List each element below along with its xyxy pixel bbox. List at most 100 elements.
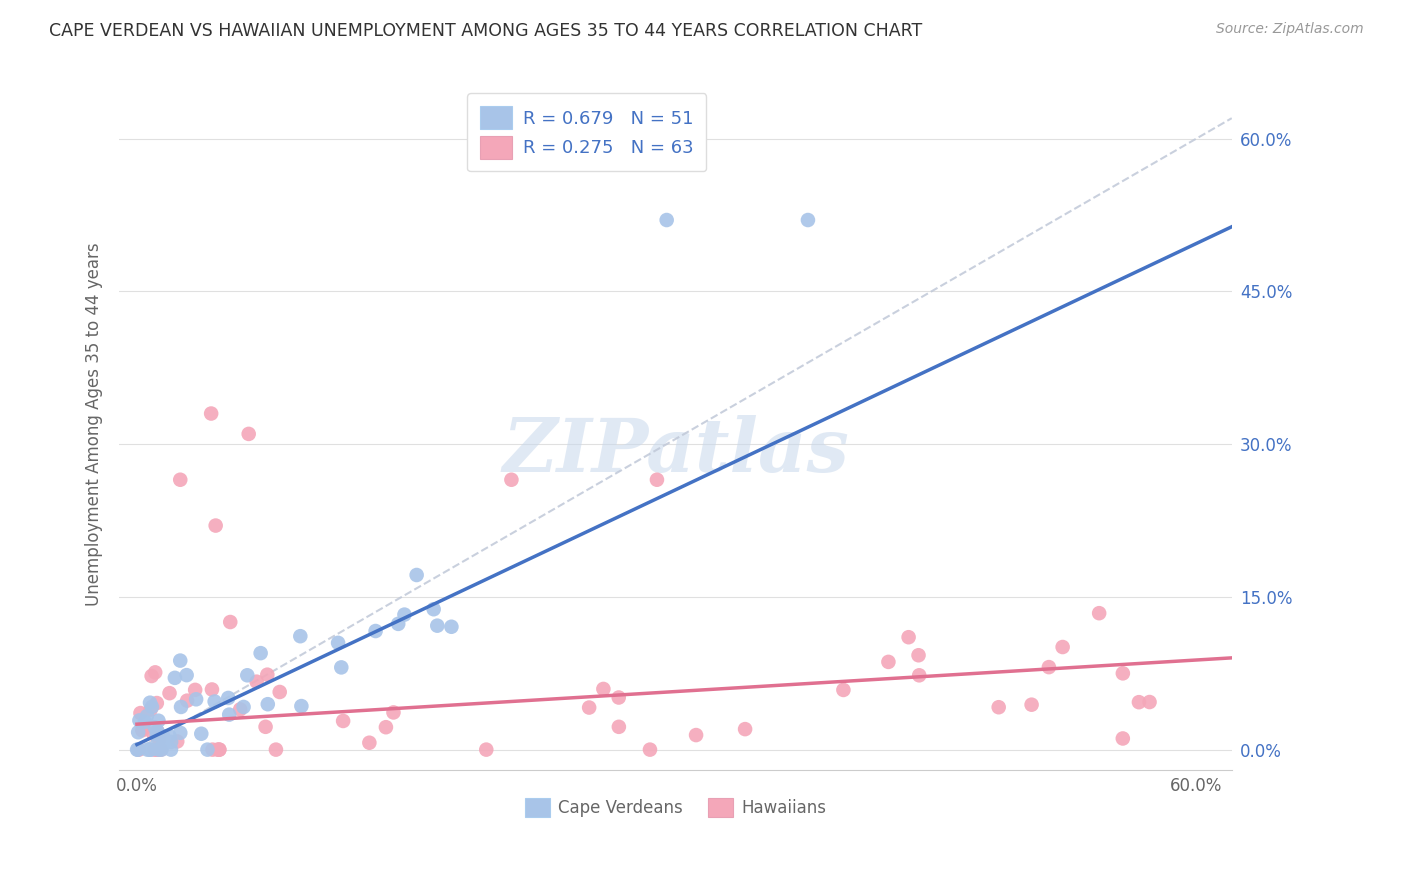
Point	[139, 742, 162, 756]
Point	[734, 722, 756, 736]
Point	[797, 213, 820, 227]
Point	[160, 742, 183, 756]
Point	[146, 724, 169, 739]
Point	[405, 568, 427, 582]
Point	[166, 734, 188, 748]
Point	[169, 654, 191, 668]
Point	[152, 729, 174, 743]
Point	[987, 700, 1010, 714]
Point	[382, 706, 405, 720]
Point	[246, 674, 269, 689]
Point	[148, 732, 170, 747]
Point	[394, 607, 416, 622]
Point	[422, 602, 444, 616]
Point	[877, 655, 900, 669]
Text: ZIPatlas: ZIPatlas	[502, 415, 849, 488]
Point	[290, 699, 312, 714]
Point	[254, 720, 277, 734]
Point	[143, 720, 166, 734]
Point	[908, 668, 931, 682]
Point	[208, 742, 231, 756]
Point	[1088, 606, 1111, 620]
Point	[149, 742, 172, 756]
Point	[131, 723, 153, 738]
Y-axis label: Unemployment Among Ages 35 to 44 years: Unemployment Among Ages 35 to 44 years	[86, 242, 103, 606]
Point	[578, 700, 600, 714]
Point	[204, 518, 226, 533]
Point	[1139, 695, 1161, 709]
Point	[197, 742, 219, 756]
Point	[146, 696, 169, 710]
Point	[1112, 666, 1135, 681]
Point	[1112, 731, 1135, 746]
Point	[170, 700, 193, 714]
Point	[332, 714, 354, 728]
Point	[264, 742, 287, 756]
Point	[132, 722, 155, 736]
Point	[200, 407, 222, 421]
Point	[134, 714, 156, 729]
Point	[190, 727, 212, 741]
Point	[330, 660, 353, 674]
Point	[907, 648, 929, 663]
Point	[145, 727, 167, 741]
Point	[374, 720, 396, 734]
Point	[142, 727, 165, 741]
Point	[139, 703, 162, 717]
Point	[501, 473, 523, 487]
Point	[128, 742, 150, 756]
Point	[256, 667, 278, 681]
Text: Source: ZipAtlas.com: Source: ZipAtlas.com	[1216, 22, 1364, 37]
Point	[426, 618, 449, 632]
Point	[145, 742, 167, 756]
Point	[128, 714, 150, 728]
Point	[201, 682, 224, 697]
Point	[219, 615, 242, 629]
Point	[127, 742, 149, 756]
Point	[249, 646, 271, 660]
Point	[141, 669, 163, 683]
Point	[638, 742, 661, 756]
Point	[290, 629, 312, 643]
Point	[208, 742, 231, 756]
Point	[217, 690, 239, 705]
Point	[387, 616, 409, 631]
Point	[1128, 695, 1150, 709]
Point	[364, 624, 387, 638]
Point	[1038, 660, 1060, 674]
Point	[143, 665, 166, 680]
Point	[127, 725, 149, 739]
Point	[159, 729, 181, 743]
Point	[148, 733, 170, 747]
Point	[238, 426, 260, 441]
Point	[139, 742, 162, 756]
Point	[148, 714, 170, 728]
Point	[148, 742, 170, 756]
Point	[1021, 698, 1043, 712]
Point	[832, 682, 855, 697]
Point	[1052, 640, 1074, 654]
Point	[176, 668, 198, 682]
Point	[184, 682, 207, 697]
Point	[607, 690, 630, 705]
Point	[269, 685, 291, 699]
Point	[607, 720, 630, 734]
Point	[127, 742, 149, 756]
Point	[201, 742, 224, 756]
Point	[176, 693, 198, 707]
Point	[897, 630, 920, 644]
Point	[163, 671, 186, 685]
Point	[475, 742, 498, 756]
Point	[655, 213, 678, 227]
Point	[136, 709, 159, 723]
Point	[359, 736, 381, 750]
Point	[169, 473, 191, 487]
Point	[146, 724, 169, 739]
Point	[159, 686, 181, 700]
Point	[229, 702, 252, 716]
Point	[326, 636, 349, 650]
Point	[645, 473, 668, 487]
Point	[169, 726, 191, 740]
Point	[152, 738, 174, 752]
Point	[160, 735, 183, 749]
